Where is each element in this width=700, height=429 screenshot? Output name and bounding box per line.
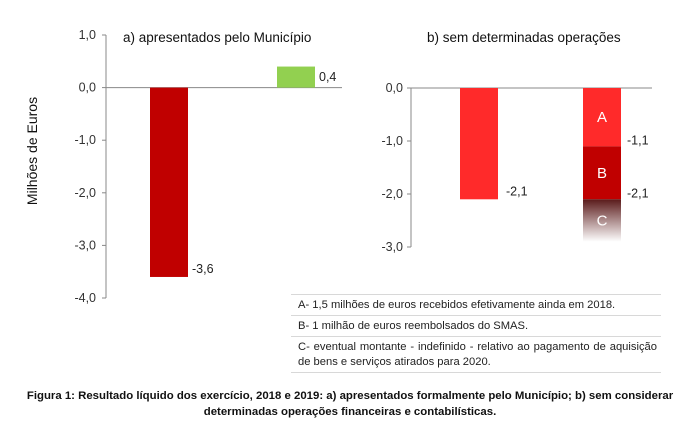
panel-b: 0,0 -1,0 -2,0 -3,0 b) sem determinadas opera… (381, 30, 652, 254)
legend-item-a: A- 1,5 milhões de euros recebidos efetiv… (291, 295, 661, 316)
stack-segment-c (583, 199, 621, 242)
data-label-stack-a: -1,1 (627, 133, 649, 147)
segment-key-b: B (597, 165, 607, 182)
caption-line-1: Figura 1: Resultado líquido dos exercíci… (26, 390, 674, 402)
legend-key-b: B- (298, 320, 310, 332)
bar-b-1 (460, 88, 498, 200)
y-axis-title: Milhões de Euros (24, 97, 40, 205)
y-tick-label-a: 0,0 (79, 81, 96, 95)
segment-key-c: C (597, 213, 608, 230)
panel-a-title: a) apresentados pelo Município (123, 30, 311, 45)
data-label-a-1: -3,6 (192, 262, 214, 276)
bar-a-1 (150, 87, 188, 277)
y-tick-label-a: -2,0 (74, 186, 96, 200)
legend-item-b: B- 1 milhão de euros reembolsados do SMA… (291, 316, 661, 337)
stack-segment-a (583, 88, 621, 147)
panel-b-title: b) sem determinadas operações (427, 30, 621, 45)
chart-figure: 1,0 0,0 -1,0 -2,0 -3,0 -4,0 a) apresentados pe… (24, 28, 652, 305)
y-tick-label-b: -2,0 (381, 187, 403, 201)
y-tick-label-b: -1,0 (381, 134, 403, 148)
legend-text-b: 1 milhão de euros reembolsados do SMAS. (309, 320, 529, 332)
data-label-b-1: -2,1 (506, 184, 528, 198)
legend-key-c: C- (298, 341, 310, 353)
legend-key-a: A- (298, 299, 310, 311)
y-tick-label-b: -3,0 (381, 240, 403, 254)
figure-caption: Figura 1: Resultado líquido dos exercíci… (0, 388, 700, 420)
data-label-a-2: 0,4 (319, 70, 336, 84)
y-tick-label-b: 0,0 (386, 81, 403, 95)
caption-line-2: determinadas operações financeiras e con… (203, 406, 497, 418)
y-tick-label-a: -4,0 (74, 291, 96, 305)
data-label-stack-b: -2,1 (627, 186, 649, 200)
legend-text-a: 1,5 milhões de euros recebidos efetivame… (309, 299, 616, 311)
stack-segment-b (583, 146, 621, 200)
bar-a-2 (277, 66, 315, 88)
y-tick-label-a: -1,0 (74, 133, 96, 147)
legend-text-c: eventual montante - indefinido - relativ… (298, 341, 657, 368)
segment-key-a: A (597, 109, 607, 126)
legend-item-c: C- eventual montante - indefinido - rela… (291, 337, 661, 373)
y-tick-label-a: 1,0 (79, 28, 96, 42)
y-tick-label-a: -3,0 (74, 238, 96, 252)
legend-box: A- 1,5 milhões de euros recebidos efetiv… (291, 294, 661, 373)
panel-a: 1,0 0,0 -1,0 -2,0 -3,0 -4,0 a) apresentados pe… (24, 28, 342, 305)
